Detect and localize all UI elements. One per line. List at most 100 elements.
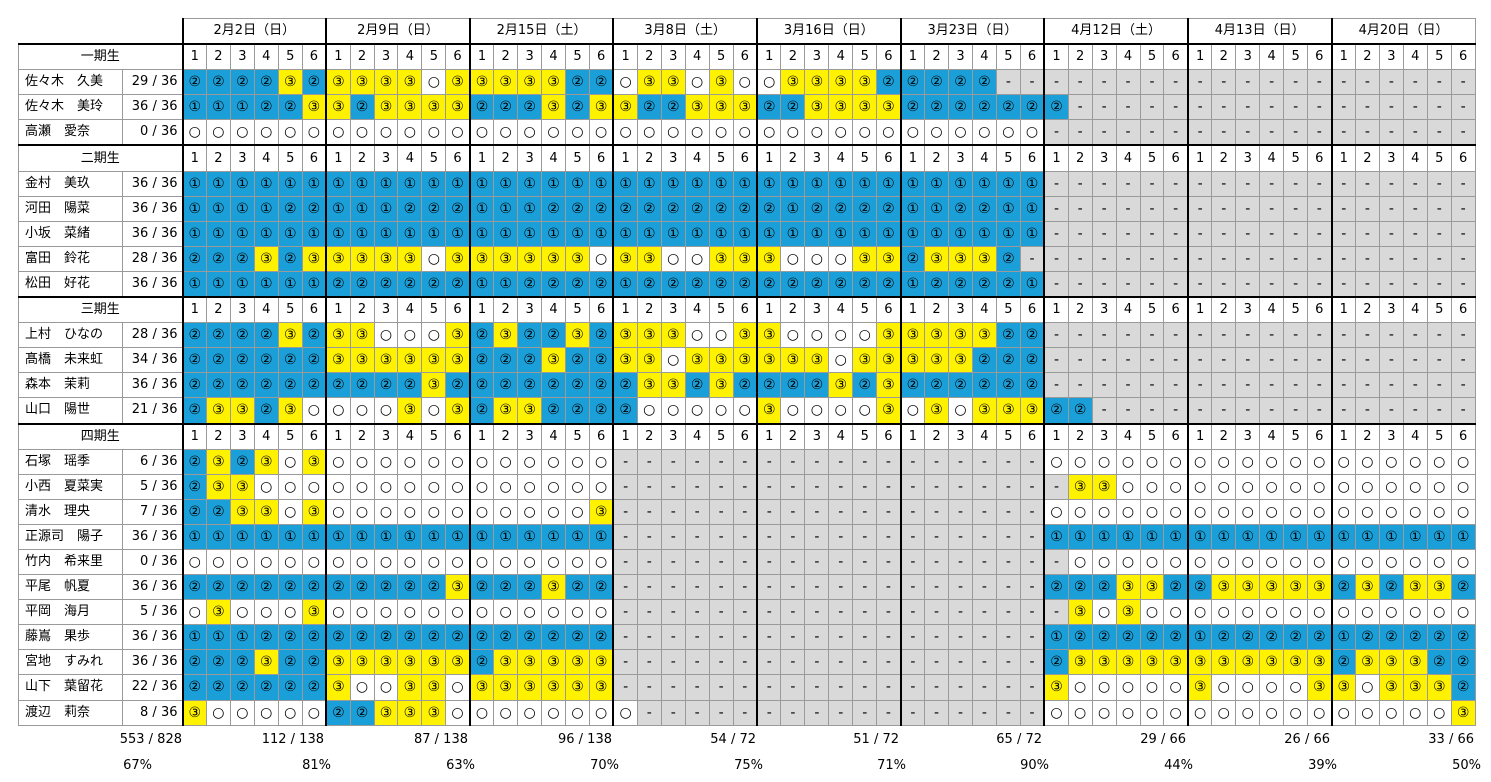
attendance-mark: ② — [588, 322, 614, 349]
attendance-mark: ① — [181, 94, 207, 121]
attendance-mark: - — [1354, 245, 1380, 272]
attendance-mark: ③ — [708, 372, 734, 399]
attendance-mark: - — [899, 574, 926, 601]
attendance-mark: ① — [1378, 523, 1404, 550]
attendance-mark: - — [1186, 94, 1213, 121]
slot-number: 1 — [181, 422, 207, 450]
slot-number: 6 — [1019, 422, 1045, 450]
member-name: 藤嶌 果歩 — [18, 624, 123, 651]
attendance-mark: ② — [708, 195, 734, 222]
attendance-mark: ③ — [588, 674, 614, 701]
attendance-mark: ③ — [828, 94, 854, 121]
attendance-mark: - — [684, 473, 710, 500]
attendance-mark: ① — [445, 220, 471, 247]
attendance-mark: ○ — [349, 397, 375, 424]
group-label: 三期生 — [18, 296, 183, 324]
attendance-mark: ○ — [468, 498, 495, 525]
attendance-mark: ② — [541, 195, 566, 222]
attendance-mark: ○ — [445, 674, 471, 701]
member-name: 渡辺 莉奈 — [18, 699, 123, 726]
member-score: 28 / 36 — [122, 245, 183, 272]
attendance-mark: - — [995, 523, 1021, 550]
attendance-mark: ② — [468, 94, 495, 121]
attendance-mark: ② — [1139, 624, 1165, 651]
attendance-mark: ○ — [468, 473, 495, 500]
attendance-mark: ② — [301, 574, 327, 601]
attendance-mark: ③ — [1426, 574, 1452, 601]
slot-number: 6 — [732, 296, 758, 324]
attendance-mark: ○ — [1186, 599, 1213, 626]
attendance-mark: ① — [253, 195, 279, 222]
attendance-mark: ○ — [1378, 498, 1404, 525]
attendance-mark: ○ — [1259, 448, 1285, 475]
attendance-mark: - — [1043, 245, 1069, 272]
attendance-mark: ② — [1019, 94, 1045, 121]
attendance-mark: ○ — [325, 397, 351, 424]
attendance-mark: - — [1235, 397, 1261, 424]
attendance-mark: - — [852, 599, 878, 626]
attendance-mark: - — [1139, 170, 1165, 197]
date-header: 3月8日（土） — [612, 18, 758, 45]
attendance-mark: ② — [708, 270, 734, 298]
slot-number: 2 — [1211, 43, 1237, 71]
attendance-mark: - — [684, 448, 710, 475]
attendance-mark: ○ — [876, 119, 902, 146]
member-score: 29 / 36 — [122, 69, 183, 96]
slot-number: 3 — [517, 422, 543, 450]
attendance-mark: ② — [277, 245, 303, 272]
attendance-mark: ○ — [948, 397, 973, 424]
attendance-mark: ② — [1019, 372, 1045, 399]
attendance-mark: - — [1378, 170, 1404, 197]
attendance-mark: ○ — [1330, 699, 1356, 726]
attendance-mark: - — [1450, 270, 1476, 298]
footer-pct-date: 39% — [1308, 758, 1337, 773]
attendance-mark: ○ — [301, 119, 327, 146]
slot-number: 5 — [708, 144, 734, 172]
attendance-mark: ○ — [1402, 448, 1428, 475]
attendance-mark: ③ — [756, 322, 782, 349]
table-row: 渡辺 莉奈 8 / 36 ③ ○ ○ ○ ○ ○ ② ② ③ ③ ③ ○ ○ ○ ○ ○ ○ ○ ○ - - - - - - - - - -… — [18, 699, 1476, 726]
attendance-mark: ○ — [1163, 448, 1189, 475]
slot-number: 4 — [971, 43, 997, 71]
footer-total-overall: 553 / 828 — [119, 732, 182, 747]
attendance-mark: ③ — [205, 473, 231, 500]
slot-number: 6 — [301, 422, 327, 450]
attendance-mark: ① — [924, 170, 949, 197]
attendance-mark: - — [876, 548, 902, 576]
attendance-mark: - — [1067, 245, 1093, 272]
attendance-mark: ② — [517, 372, 543, 399]
attendance-mark: ② — [1163, 574, 1189, 601]
attendance-mark: ② — [421, 624, 447, 651]
attendance-mark: - — [852, 699, 878, 726]
attendance-mark: - — [995, 624, 1021, 651]
member-score: 22 / 36 — [122, 674, 183, 701]
slot-number: 6 — [301, 296, 327, 324]
attendance-mark: ③ — [397, 649, 423, 676]
attendance-mark: ○ — [565, 548, 590, 576]
member-score: 36 / 36 — [122, 270, 183, 298]
attendance-mark: - — [1450, 170, 1476, 197]
attendance-mark: ① — [468, 523, 495, 550]
slot-number: 2 — [924, 296, 949, 324]
attendance-mark: ③ — [971, 245, 997, 272]
attendance-mark: ○ — [660, 119, 686, 146]
attendance-mark: - — [828, 624, 854, 651]
slot-number: 6 — [1450, 296, 1476, 324]
attendance-mark: ② — [588, 69, 614, 96]
attendance-mark: ○ — [421, 498, 447, 525]
attendance-mark: ③ — [397, 245, 423, 272]
attendance-mark: ○ — [445, 498, 471, 525]
slot-number: 6 — [1019, 144, 1045, 172]
attendance-mark: - — [636, 699, 662, 726]
member-score: 6 / 36 — [122, 448, 183, 475]
attendance-mark: ○ — [1139, 473, 1165, 500]
date-header: 2月2日（日） — [181, 18, 327, 45]
attendance-mark: ② — [468, 649, 495, 676]
attendance-mark: - — [1211, 195, 1237, 222]
attendance-mark: ○ — [253, 473, 279, 500]
attendance-mark: - — [876, 473, 902, 500]
attendance-mark: - — [1402, 245, 1428, 272]
attendance-mark: - — [1163, 94, 1189, 121]
attendance-mark: - — [780, 448, 806, 475]
attendance-mark: - — [1091, 270, 1117, 298]
